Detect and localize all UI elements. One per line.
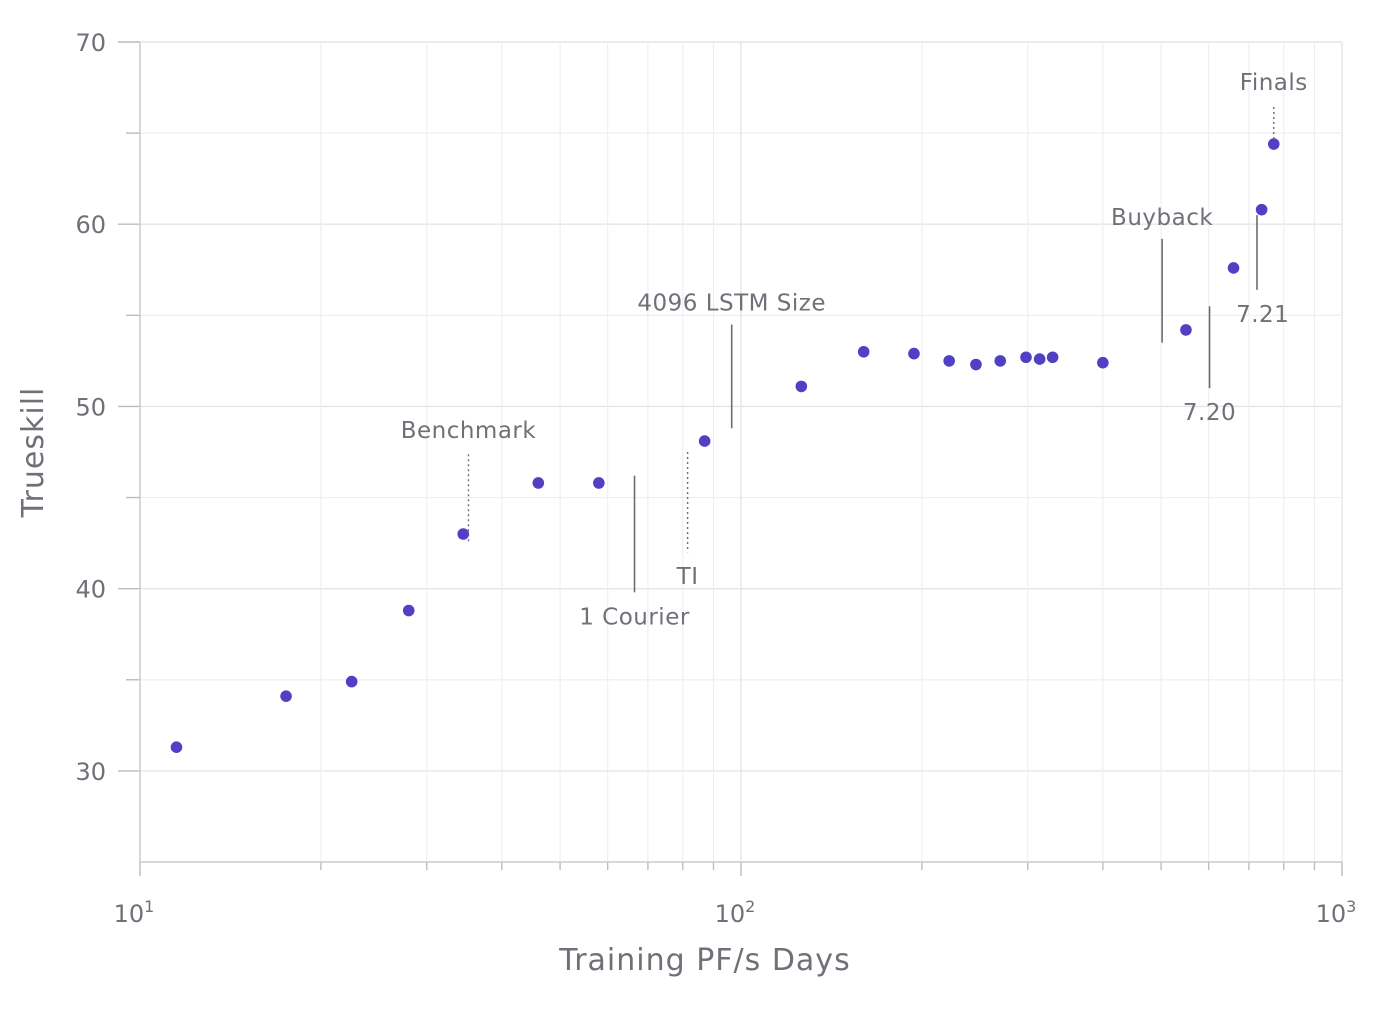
- data-point: [280, 690, 292, 702]
- data-point: [1267, 138, 1280, 150]
- y-tick-label: 30: [75, 758, 106, 786]
- annotation-label: TI: [676, 564, 699, 590]
- data-point: [402, 604, 415, 617]
- data-point: [970, 358, 982, 371]
- y-tick-label: 70: [75, 29, 106, 57]
- data-point: [593, 477, 605, 489]
- annotation-label: 7.21: [1236, 302, 1289, 328]
- data-point: [994, 355, 1007, 367]
- data-point: [795, 380, 808, 393]
- x-tick-label: 102: [715, 897, 756, 928]
- data-point: [1097, 356, 1109, 369]
- data-point: [457, 528, 470, 540]
- annotation-label: Finals: [1240, 70, 1308, 96]
- y-tick-label: 50: [75, 393, 106, 421]
- data-point: [857, 345, 870, 358]
- annotation-label: Benchmark: [401, 418, 537, 444]
- data-point: [1255, 203, 1268, 216]
- x-tick-label: 103: [1316, 897, 1357, 928]
- annotations: Benchmark 1 Courier TI 4096 LSTM Size Buybac…: [401, 70, 1308, 630]
- data-point: [170, 741, 183, 753]
- data-point: [1180, 324, 1192, 336]
- data-point: [1046, 351, 1059, 364]
- x-tick-label: 101: [114, 897, 155, 928]
- data-point: [943, 355, 955, 367]
- y-tick-label: 40: [75, 576, 106, 604]
- y-tick-label: 60: [75, 211, 106, 239]
- grid: [139, 41, 1343, 862]
- annotation-label: 1 Courier: [579, 604, 690, 630]
- data-points: [170, 138, 1280, 753]
- data-point: [698, 435, 711, 447]
- data-point: [1020, 351, 1032, 364]
- data-point: [1227, 262, 1240, 274]
- annotation-label: Buyback: [1111, 205, 1213, 231]
- data-point: [1033, 353, 1046, 365]
- data-point: [908, 347, 920, 360]
- x-axis-title: Training PF/s Days: [558, 943, 850, 978]
- annotation-label: 7.20: [1183, 400, 1236, 426]
- y-axis-title: Trueskill: [16, 387, 51, 519]
- data-point: [345, 675, 358, 688]
- annotation-label: 4096 LSTM Size: [637, 290, 826, 316]
- data-point: [532, 477, 545, 489]
- axes: 30 40 50 60 70 101 102 103: [75, 29, 1356, 928]
